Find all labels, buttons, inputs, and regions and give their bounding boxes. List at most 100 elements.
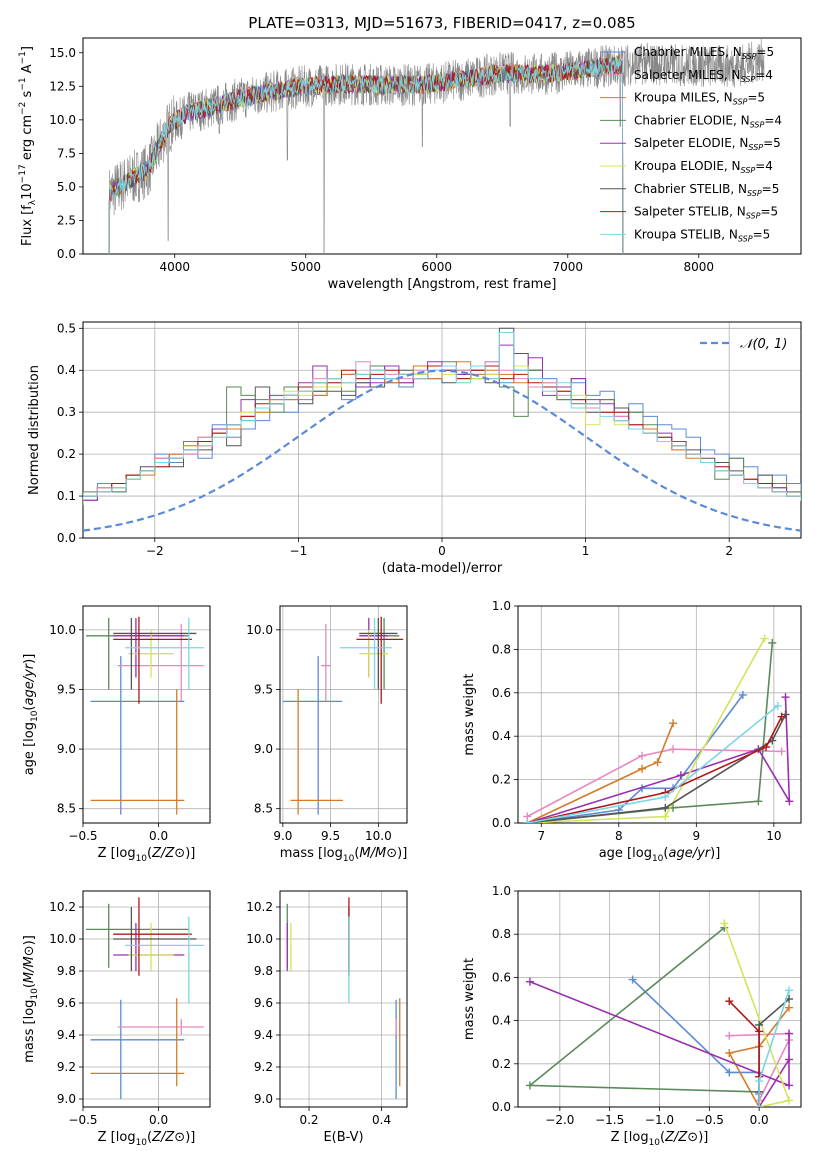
y-axis-label: age [log10(age/yr)] — [22, 654, 40, 776]
y-tick-label: 0.5 — [57, 321, 76, 335]
normal-reference-curve — [83, 369, 801, 532]
x-tick-label: 7000 — [553, 260, 584, 274]
y-tick-label: 10.2 — [246, 900, 273, 914]
legend-entry: Chabrier ELODIE, NSSP=4 — [634, 113, 782, 129]
weight-line-7 — [527, 716, 783, 823]
model-spectrum-8 — [108, 58, 624, 254]
y-tick-label: 0.6 — [492, 686, 511, 700]
y-tick-label: 0.4 — [492, 729, 511, 743]
x-tick-label: 7 — [537, 829, 545, 843]
x-axis-label: wavelength [Angstrom, rest frame] — [328, 277, 557, 292]
y-tick-label: 0.6 — [492, 970, 511, 984]
weight_vs_age-axes: 7 8 9 10 0.0 0.2 0.4 0.6 0.8 1.0 age [log10(age/yr… — [462, 599, 802, 864]
legend-entry: Salpeter MILES, NSSP=4 — [634, 68, 773, 84]
x-tick-label: 0 — [438, 544, 446, 558]
x-tick-label: 5000 — [290, 260, 321, 274]
x-tick-label: −1 — [290, 544, 308, 558]
y-tick-label: 10.0 — [49, 623, 76, 637]
residuals-plot-area — [83, 327, 801, 532]
y-tick-label: 9.5 — [57, 682, 76, 696]
legend-entry: Salpeter STELIB, NSSP=5 — [634, 205, 778, 221]
x-tick-label: 8 — [615, 829, 623, 843]
y-tick-label: 9.6 — [57, 996, 76, 1010]
x-tick-label: 9.0 — [273, 829, 292, 843]
weight_vs_Z-axes: −2.0 −1.5 −1.0 −0.5 0.0 0.0 0.2 0.4 0.6 0.8 1.0 Z [… — [462, 884, 802, 1148]
y-axis-label: Flux [fλ10−17 erg cm−2 s−1 A−1] — [18, 46, 38, 246]
legend-entry: Salpeter ELODIE, NSSP=5 — [634, 136, 781, 152]
y-tick-label: 0.3 — [57, 405, 76, 419]
legend-entry: 𝒩(0, 1) — [740, 337, 787, 352]
y-tick-label: 9.0 — [254, 1092, 273, 1106]
y-tick-label: 9.0 — [57, 1092, 76, 1106]
residual-histogram-1 — [83, 327, 801, 505]
x-tick-label: −1.5 — [595, 1113, 624, 1127]
mass_vs_ebv-plot-area — [286, 897, 401, 1099]
y-tick-label: 0.4 — [492, 1014, 511, 1028]
x-tick-label: 9.5 — [321, 829, 340, 843]
y-tick-label: 0.2 — [492, 1057, 511, 1071]
x-axis-label: (data-model)/error — [382, 561, 503, 576]
y-tick-label: 10.0 — [246, 932, 273, 946]
y-tick-label: 9.2 — [254, 1060, 273, 1074]
y-tick-label: 2.5 — [57, 213, 76, 227]
x-tick-label: 0.0 — [149, 1113, 168, 1127]
y-tick-label: 9.0 — [254, 742, 273, 756]
y-tick-label: 9.8 — [57, 964, 76, 978]
x-tick-label: 10 — [766, 829, 781, 843]
weight-line-2 — [728, 1007, 790, 1107]
residual-histogram-0 — [83, 361, 801, 501]
mass_vs_ebv-axes: 0.2 0.4 9.0 9.2 9.4 9.6 9.8 10.0 10.2 E(B-V) — [246, 890, 408, 1145]
axes-frame — [82, 37, 802, 255]
residuals-legend: 𝒩(0, 1) — [700, 337, 787, 352]
weight_vs_Z-plot-area — [525, 919, 794, 1107]
y-tick-label: 0.0 — [492, 1100, 511, 1114]
x-tick-label: 9 — [693, 829, 701, 843]
y-tick-label: 9.2 — [57, 1060, 76, 1074]
y-tick-label: 0.0 — [492, 816, 511, 830]
y-tick-label: 0.4 — [57, 363, 76, 377]
mass_vs_Z-plot-area — [86, 897, 204, 1099]
residual-histogram-8 — [83, 332, 801, 501]
axes-frame — [517, 890, 802, 1108]
spectrum-plot-area — [108, 38, 765, 254]
y-tick-label: 0.2 — [492, 773, 511, 787]
y-tick-label: 9.5 — [254, 682, 273, 696]
residuals-axes: −2 −1 0 1 2 0.0 0.1 0.2 0.3 0.4 0.5 (data-model)/er… — [27, 321, 802, 576]
axes-frame — [82, 605, 211, 824]
y-tick-label: 0.1 — [57, 489, 76, 503]
legend-entry: Kroupa STELIB, NSSP=5 — [634, 227, 770, 243]
x-tick-label: 8000 — [684, 260, 715, 274]
x-axis-label: E(B-V) — [323, 1130, 363, 1145]
observed-spectrum — [108, 38, 765, 254]
x-axis-label: age [log10(age/yr)] — [599, 846, 721, 864]
age_vs_Z-plot-area — [86, 616, 204, 815]
residual-histogram-7 — [83, 365, 801, 501]
y-tick-label: 10.0 — [49, 113, 76, 127]
weight-line-0 — [632, 979, 760, 1107]
y-tick-label: 0.8 — [492, 642, 511, 656]
y-tick-label: 1.0 — [492, 599, 511, 613]
spectrum-legend: Chabrier MILES, NSSP=5 Salpeter MILES, NS… — [600, 45, 782, 243]
axes-frame — [82, 890, 211, 1108]
y-tick-label: 8.5 — [57, 802, 76, 816]
x-tick-label: 6000 — [421, 260, 452, 274]
y-tick-label: 0.0 — [57, 531, 76, 545]
x-tick-label: 2 — [725, 544, 733, 558]
age_vs_mass-plot-area — [282, 616, 404, 815]
legend-entry: Kroupa MILES, NSSP=5 — [634, 91, 765, 107]
x-tick-label: −2.0 — [545, 1113, 574, 1127]
weight-line-5 — [723, 923, 791, 1107]
x-tick-label: 10.0 — [365, 829, 392, 843]
x-tick-label: 1 — [582, 544, 590, 558]
y-axis-label: mass weight — [462, 673, 477, 755]
y-tick-label: 8.5 — [254, 802, 273, 816]
x-axis-label: Z [log10(Z/Z⊙)] — [611, 1130, 709, 1148]
x-tick-label: 0.0 — [750, 1113, 769, 1127]
x-axis-label: mass [log10(M/M⊙)] — [280, 846, 408, 864]
x-tick-label: 0.2 — [299, 1113, 318, 1127]
y-tick-label: 9.4 — [57, 1028, 76, 1042]
x-tick-label: 4000 — [159, 260, 190, 274]
residual-histogram-5 — [83, 361, 801, 501]
